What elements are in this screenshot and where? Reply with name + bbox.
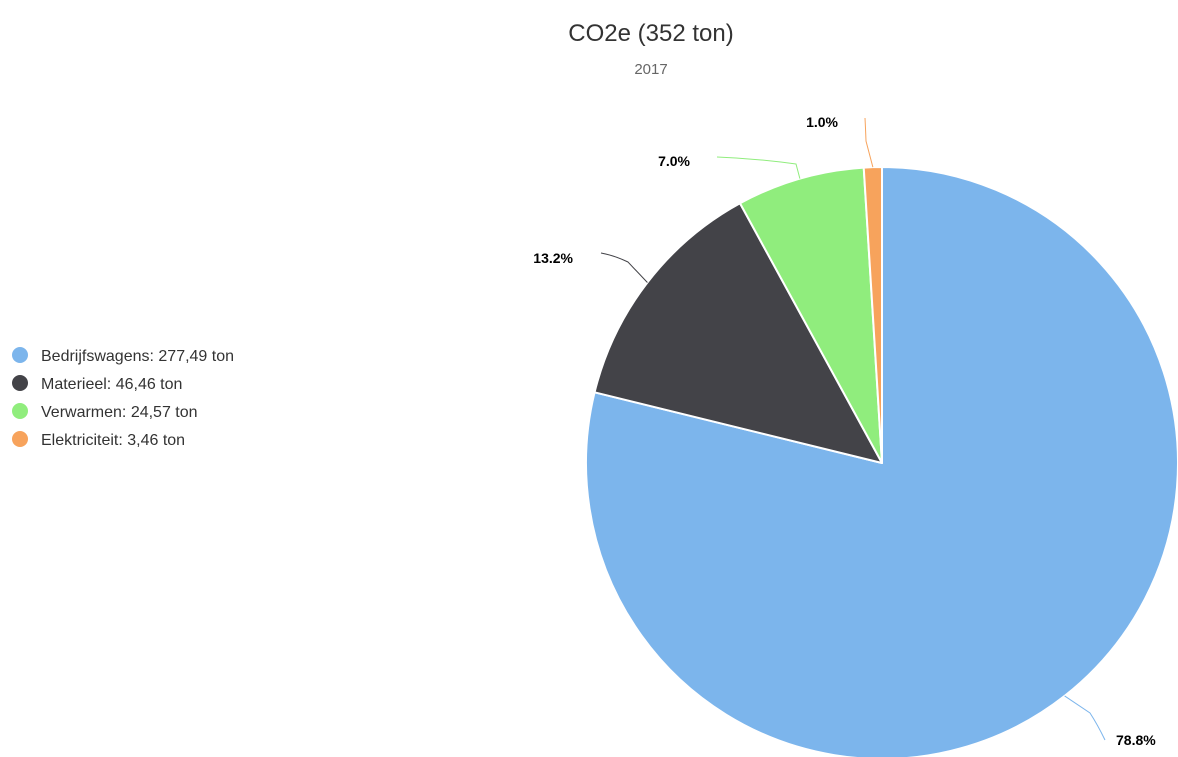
data-label-bedrijfswagens: 78.8% xyxy=(1116,732,1156,748)
chart-title: CO2e (352 ton) xyxy=(568,20,733,47)
pie-slice-bedrijfswagens[interactable] xyxy=(585,166,1178,757)
data-label-elektriciteit: 1.0% xyxy=(806,114,838,130)
legend-item-verwarmen[interactable]: Verwarmen: 24,57 ton xyxy=(12,403,198,421)
legend-marker xyxy=(12,375,28,391)
data-labels: 78.8% 13.2% 7.0% 1.0% xyxy=(533,114,1156,748)
legend-item-elektriciteit[interactable]: Elektriciteit: 3,46 ton xyxy=(12,431,185,449)
legend[interactable]: Bedrijfswagens: 277,49 ton Materieel: 46,… xyxy=(12,347,234,449)
legend-marker xyxy=(12,431,28,447)
legend-item-bedrijfswagens[interactable]: Bedrijfswagens: 277,49 ton xyxy=(12,347,234,365)
legend-label: Verwarmen: 24,57 ton xyxy=(41,404,198,421)
data-label-materieel: 13.2% xyxy=(533,250,573,266)
data-label-verwarmen: 7.0% xyxy=(658,153,690,169)
connector-bedrijfswagens xyxy=(1064,695,1106,741)
legend-marker xyxy=(12,403,28,419)
legend-label: Elektriciteit: 3,46 ton xyxy=(41,432,185,449)
connector-verwarmen xyxy=(716,156,801,179)
legend-label: Bedrijfswagens: 277,49 ton xyxy=(41,348,234,365)
legend-item-materieel[interactable]: Materieel: 46,46 ton xyxy=(12,375,182,393)
connector-elektriciteit xyxy=(864,117,874,168)
pie-slices xyxy=(585,166,1178,757)
legend-label: Materieel: 46,46 ton xyxy=(41,376,182,393)
legend-marker xyxy=(12,347,28,363)
connector-materieel xyxy=(600,252,648,283)
data-label-connectors xyxy=(600,117,1106,741)
chart-subtitle: 2017 xyxy=(634,61,667,78)
